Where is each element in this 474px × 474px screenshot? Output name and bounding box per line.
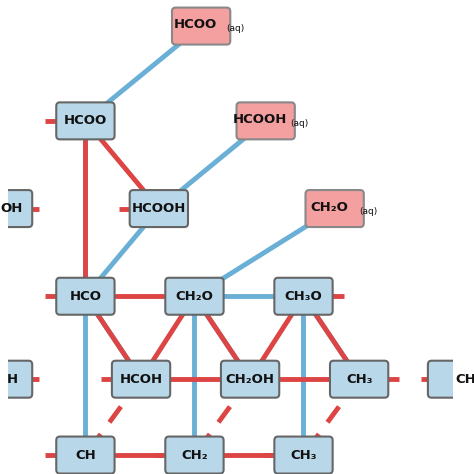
Text: HCOO: HCOO: [174, 18, 218, 31]
FancyBboxPatch shape: [0, 361, 32, 398]
FancyBboxPatch shape: [112, 361, 170, 398]
Text: H: H: [7, 373, 18, 386]
Text: CH: CH: [75, 448, 96, 462]
Text: (aq): (aq): [226, 25, 244, 33]
FancyBboxPatch shape: [306, 190, 364, 227]
Text: CH: CH: [456, 373, 474, 386]
Text: CH₃: CH₃: [346, 373, 373, 386]
FancyBboxPatch shape: [237, 102, 295, 139]
FancyBboxPatch shape: [274, 437, 333, 474]
Text: CH₂O: CH₂O: [175, 290, 213, 303]
FancyBboxPatch shape: [274, 278, 333, 315]
FancyBboxPatch shape: [165, 437, 224, 474]
Text: HCOOH: HCOOH: [132, 202, 186, 215]
Text: CH₃: CH₃: [290, 448, 317, 462]
Text: HCO: HCO: [69, 290, 101, 303]
FancyBboxPatch shape: [428, 361, 474, 398]
Text: (aq): (aq): [291, 119, 309, 128]
FancyBboxPatch shape: [130, 190, 188, 227]
Text: CH₂O: CH₂O: [310, 201, 348, 214]
FancyBboxPatch shape: [56, 102, 115, 139]
Text: HCOOH: HCOOH: [233, 113, 288, 126]
Text: CH₂: CH₂: [181, 448, 208, 462]
FancyBboxPatch shape: [0, 190, 32, 227]
FancyBboxPatch shape: [56, 278, 115, 315]
FancyBboxPatch shape: [330, 361, 388, 398]
FancyBboxPatch shape: [56, 437, 115, 474]
FancyBboxPatch shape: [165, 278, 224, 315]
FancyBboxPatch shape: [172, 8, 230, 45]
FancyBboxPatch shape: [221, 361, 279, 398]
Text: (aq): (aq): [359, 207, 378, 216]
Text: HCOH: HCOH: [119, 373, 163, 386]
Text: CH₂OH: CH₂OH: [226, 373, 274, 386]
Text: HCOO: HCOO: [64, 114, 107, 128]
Text: CH₃O: CH₃O: [284, 290, 322, 303]
Text: OH: OH: [1, 202, 23, 215]
